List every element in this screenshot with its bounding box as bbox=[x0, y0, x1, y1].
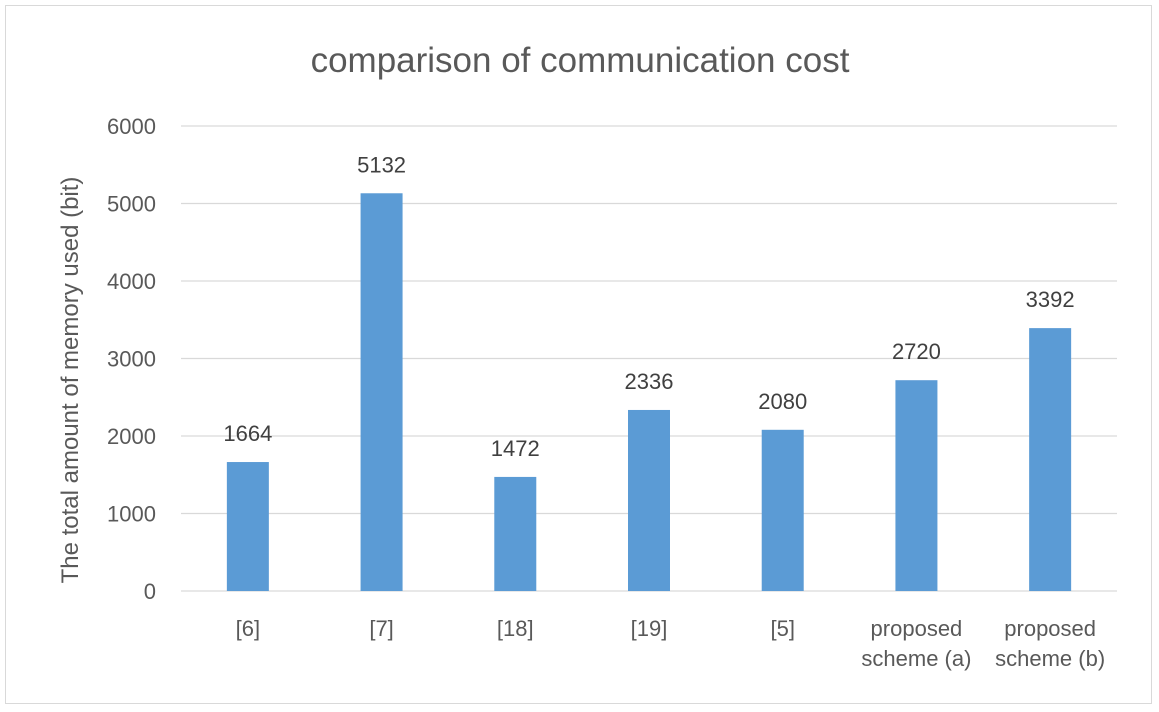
x-tick-label: [6] bbox=[236, 616, 260, 641]
bar bbox=[761, 429, 804, 591]
y-tick-label: 5000 bbox=[107, 192, 156, 217]
chart-frame bbox=[5, 5, 1152, 704]
y-tick-label: 1000 bbox=[107, 502, 156, 527]
bar bbox=[360, 193, 403, 591]
bar bbox=[226, 462, 269, 591]
x-tick-label: [7] bbox=[369, 616, 393, 641]
gridlines bbox=[181, 125, 1117, 592]
data-label: 5132 bbox=[357, 152, 406, 177]
y-tick-label: 0 bbox=[144, 579, 156, 604]
data-labels: 1664 5132 1472 2336 2080 2720 3392 bbox=[223, 152, 1074, 461]
bar bbox=[1029, 328, 1072, 591]
data-label: 2336 bbox=[625, 369, 674, 394]
y-tick-labels: 0 1000 2000 3000 4000 5000 6000 bbox=[107, 114, 156, 604]
y-tick-label: 4000 bbox=[107, 269, 156, 294]
data-label: 3392 bbox=[1026, 287, 1075, 312]
y-tick-label: 3000 bbox=[107, 347, 156, 372]
x-tick-label: scheme (b) bbox=[995, 646, 1105, 671]
x-tick-label: [18] bbox=[497, 616, 534, 641]
x-tick-labels: [6] [7] [18] [19] [5] proposed scheme (a) propo… bbox=[236, 616, 1106, 671]
data-label: 2080 bbox=[758, 389, 807, 414]
x-tick-label: proposed bbox=[1004, 616, 1096, 641]
x-tick-label: [19] bbox=[631, 616, 668, 641]
data-label: 1472 bbox=[491, 436, 540, 461]
bars bbox=[226, 193, 1072, 591]
y-tick-label: 2000 bbox=[107, 424, 156, 449]
bar bbox=[895, 380, 938, 591]
x-tick-label: scheme (a) bbox=[861, 646, 971, 671]
x-tick-label: proposed bbox=[871, 616, 963, 641]
data-label: 1664 bbox=[223, 421, 272, 446]
x-tick-label: [5] bbox=[770, 616, 794, 641]
bar bbox=[494, 476, 537, 591]
y-tick-label: 6000 bbox=[107, 114, 156, 139]
bar bbox=[628, 409, 670, 591]
data-label: 2720 bbox=[892, 339, 941, 364]
y-axis-label: The total amount of memory used (bit) bbox=[57, 177, 84, 584]
chart-title: comparison of communication cost bbox=[311, 41, 850, 80]
